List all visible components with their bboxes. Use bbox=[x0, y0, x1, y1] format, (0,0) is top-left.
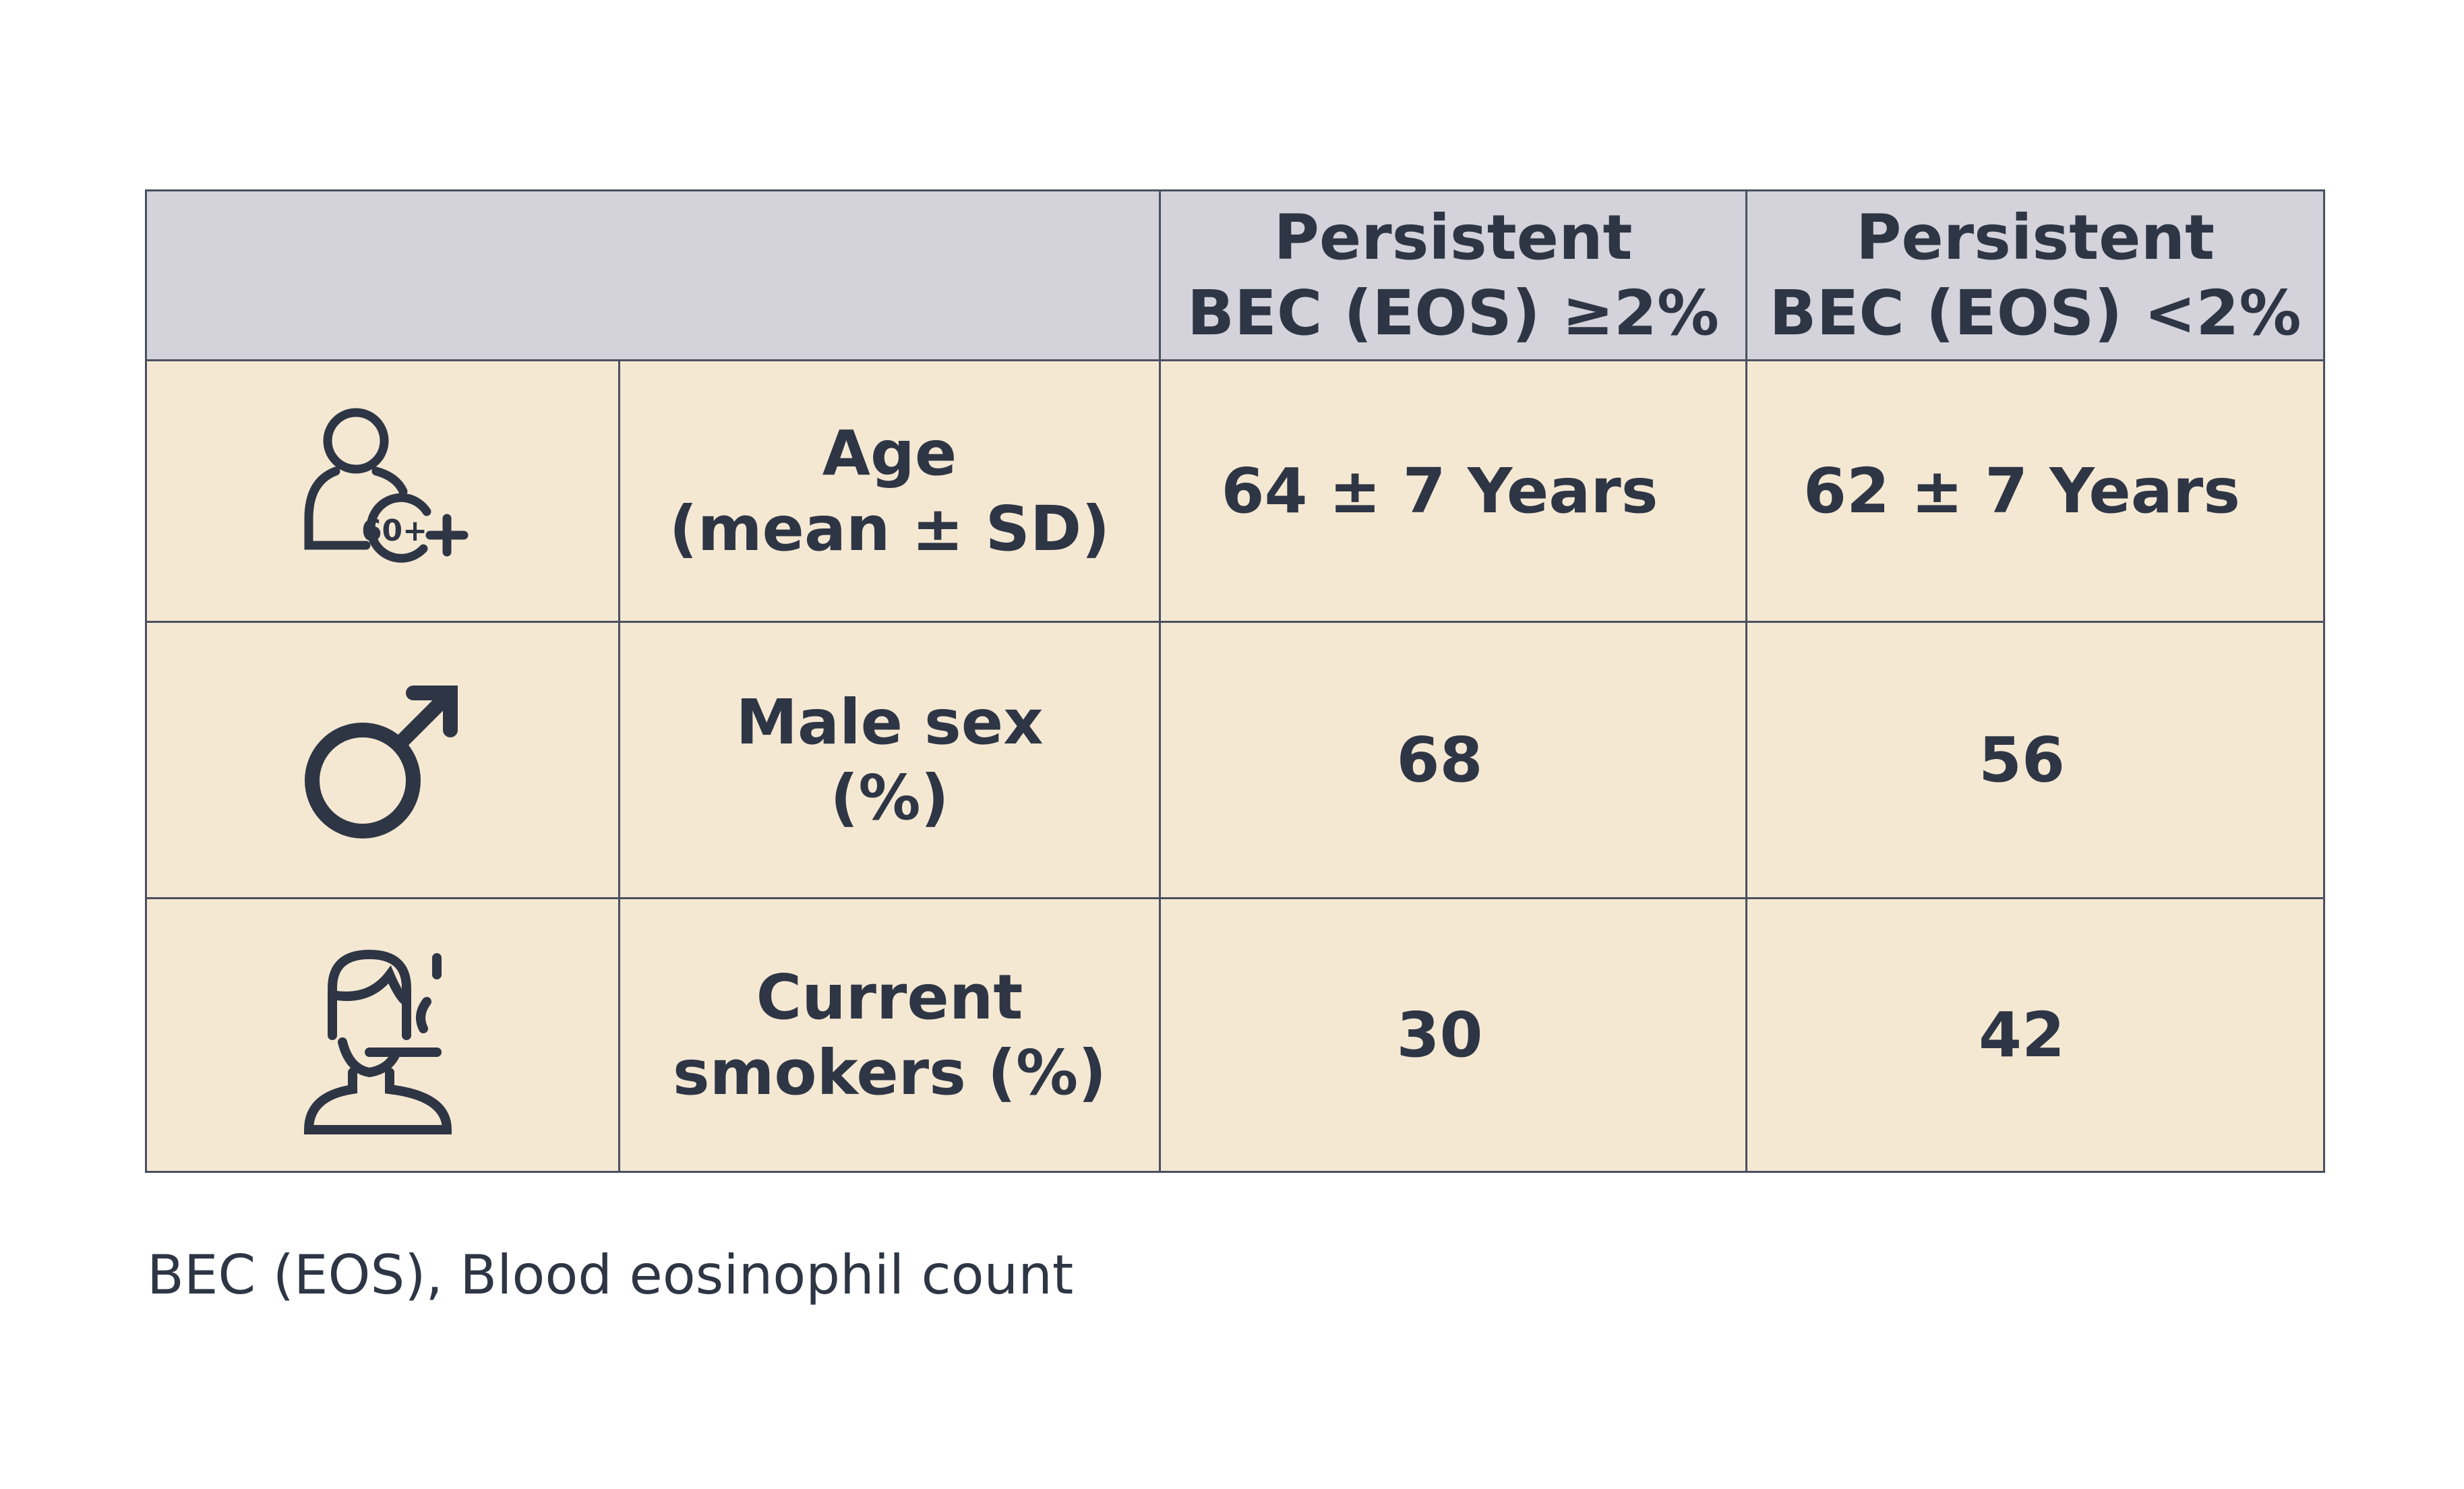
value-cell: 42 bbox=[1745, 897, 2325, 1173]
icon-cell bbox=[145, 897, 620, 1173]
age-icon: 60+ bbox=[304, 408, 468, 563]
value-cell: 56 bbox=[1745, 621, 2325, 899]
value-cell: 68 bbox=[1159, 621, 1747, 899]
row-label: Current smokers (%) bbox=[618, 897, 1161, 1173]
male-icon bbox=[304, 685, 458, 839]
column-header: Persistent BEC (EOS) <2% bbox=[1745, 189, 2325, 361]
column-header: Persistent BEC (EOS) ≥2% bbox=[1159, 189, 1747, 361]
smoker-icon bbox=[303, 949, 452, 1134]
icon-cell: 60+ bbox=[145, 359, 620, 623]
value-cell: 30 bbox=[1159, 897, 1747, 1173]
value-cell: 62 ± 7 Years bbox=[1745, 359, 2325, 623]
value-cell: 64 ± 7 Years bbox=[1159, 359, 1747, 623]
header-blank bbox=[145, 189, 1161, 361]
row-label: Age (mean ± SD) bbox=[618, 359, 1161, 623]
icon-text: 60+ bbox=[361, 514, 427, 548]
row-label: Male sex (%) bbox=[618, 621, 1161, 899]
footnote: BEC (EOS), Blood eosinophil count bbox=[147, 1244, 1074, 1306]
icon-cell bbox=[145, 621, 620, 899]
